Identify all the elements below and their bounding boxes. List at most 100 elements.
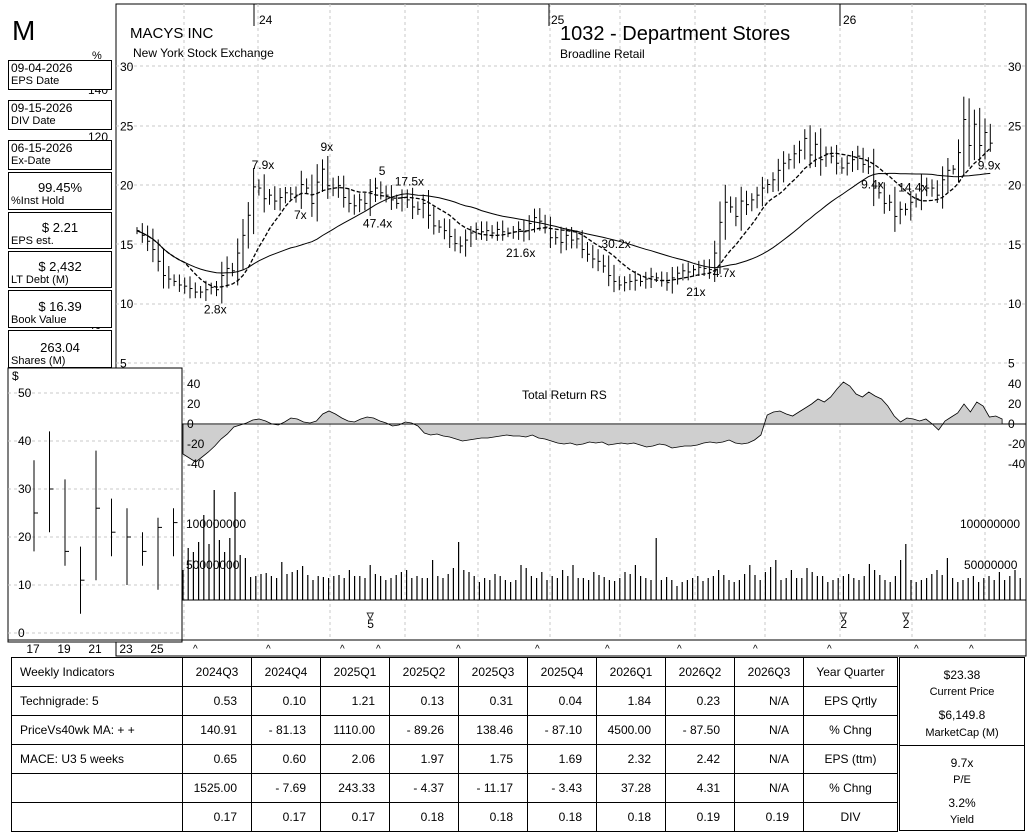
yield-label: Yield (949, 814, 975, 826)
table-cell: 0.18 (458, 802, 528, 832)
div-date-box: 09-15-2026 DIV Date (8, 100, 112, 130)
table-row: Technigrade: 5 0.53 0.10 1.21 0.13 0.31 … (11, 686, 898, 716)
price-tick-right: 25 (1008, 119, 1022, 133)
lt-debt-value: $ 2,432 (38, 259, 82, 274)
rs-tick-right: -20 (1008, 437, 1026, 451)
row-right-label: % Chng (803, 773, 898, 803)
inset-y-tick: 10 (18, 578, 32, 592)
pe-annotation: 7x (294, 208, 307, 222)
quarter-header: 2026Q1 (596, 657, 666, 687)
price-tick-left: 15 (120, 238, 134, 252)
table-cell: 2.42 (665, 744, 735, 774)
table-cell: 0.10 (251, 686, 321, 716)
quarter-header: 2026Q2 (665, 657, 735, 687)
table-cell: 0.18 (389, 802, 459, 832)
rs-tick-right: 40 (1008, 377, 1022, 391)
table-cell: 0.23 (665, 686, 735, 716)
quarter-header: 2024Q3 (182, 657, 252, 687)
lt-debt-label: LT Debt (M) (11, 274, 69, 286)
rs-tick-right: 0 (1008, 417, 1015, 431)
inst-hold-value: 99.45% (37, 180, 83, 195)
div-date-label: DIV Date (11, 115, 56, 127)
row-right-label: Year Quarter (803, 657, 898, 687)
quarter-header: 2025Q3 (458, 657, 528, 687)
table-cell: 0.17 (320, 802, 390, 832)
row-right-label: DIV (803, 802, 898, 832)
market-cap-label: MarketCap (M) (925, 727, 999, 739)
volume-tick-left: 50000000 (186, 558, 240, 572)
rs-tick-left: 40 (187, 377, 201, 391)
table-cell: 2.06 (320, 744, 390, 774)
table-cell: 0.13 (389, 686, 459, 716)
table-cell: 0.31 (458, 686, 528, 716)
summary-box: $23.38 Current Price $6,149.8 MarketCap … (899, 657, 1025, 831)
eps-date-value: 09-04-2026 (11, 61, 73, 75)
inset-x-tick: 23 (119, 642, 133, 656)
indicators-table: Weekly Indicators 2024Q3 2024Q4 2025Q1 2… (11, 657, 898, 832)
ex-date-value: 06-15-2026 (11, 141, 73, 155)
inset-axis-label: $ (12, 369, 19, 383)
table-cell: N/A (734, 715, 804, 745)
shares-box: 263.04 Shares (M) (8, 330, 112, 368)
table-row: Weekly Indicators 2024Q3 2024Q4 2025Q1 2… (11, 657, 898, 687)
ma-long-line (136, 172, 991, 274)
rs-area (182, 381, 1003, 463)
table-cell: 0.17 (182, 802, 252, 832)
table-cell: 1.75 (458, 744, 528, 774)
div-date-value: 09-15-2026 (11, 101, 73, 115)
summary-divider (900, 745, 1024, 746)
ticker-symbol: M (12, 15, 36, 46)
rs-tick-right: 20 (1008, 397, 1022, 411)
period-caret: ^ (753, 644, 758, 655)
pe-annotation: 9.9x (978, 159, 1001, 173)
table-cell: 138.46 (458, 715, 528, 745)
chart-frame (115, 3, 1027, 657)
price-tick-right: 15 (1008, 238, 1022, 252)
table-cell: 0.65 (182, 744, 252, 774)
year-label: 25 (551, 13, 565, 27)
inset-y-tick: 0 (18, 626, 25, 640)
table-cell: - 81.13 (251, 715, 321, 745)
pe-annotation: 14.4x (898, 180, 927, 194)
row-right-label: EPS (ttm) (803, 744, 898, 774)
table-cell: 4500.00 (596, 715, 666, 745)
volume-tick-right: 50000000 (964, 558, 1018, 572)
period-caret: ^ (456, 644, 461, 655)
period-caret: ^ (605, 644, 610, 655)
inset-y-tick: 50 (18, 386, 32, 400)
inset-x-tick: 25 (150, 642, 164, 656)
quarter-header: 2025Q2 (389, 657, 459, 687)
rs-tick-left: 20 (187, 397, 201, 411)
row-label: PriceVs40wk MA: + + (11, 715, 183, 745)
table-cell: 37.28 (596, 773, 666, 803)
split-marker-icon (366, 612, 375, 621)
inset-y-tick: 30 (18, 482, 32, 496)
table-cell: 0.17 (251, 802, 321, 832)
split-marker-icon (839, 612, 848, 621)
ex-date-label: Ex-Date (11, 155, 51, 167)
row-label (11, 773, 183, 803)
price-tick-left: 25 (120, 119, 134, 133)
table-cell: - 87.50 (665, 715, 735, 745)
split-marker-label: 2 (903, 617, 910, 631)
split-marker-label: 5 (367, 617, 374, 631)
table-cell: 0.19 (734, 802, 804, 832)
pe-annotation: 5 (379, 164, 386, 178)
period-caret: ^ (827, 644, 832, 655)
table-row: MACE: U3 5 weeks 0.65 0.60 2.06 1.97 1.7… (11, 744, 898, 774)
shares-value: 263.04 (40, 340, 80, 355)
exchange-name: New York Stock Exchange (133, 46, 274, 60)
rs-tick-left: -20 (187, 437, 205, 451)
table-cell: - 11.17 (458, 773, 528, 803)
table-cell: 0.18 (596, 802, 666, 832)
row-label (11, 802, 183, 832)
price-tick-right: 30 (1008, 60, 1022, 74)
table-cell: 1110.00 (320, 715, 390, 745)
price-tick-right: 10 (1008, 297, 1022, 311)
table-cell: 1.69 (527, 744, 597, 774)
company-name: MACYS INC (130, 25, 214, 42)
quarter-header: 2025Q1 (320, 657, 390, 687)
book-value-box: $ 16.39 Book Value (8, 290, 112, 328)
sector-name: Broadline Retail (560, 47, 645, 61)
period-caret: ^ (969, 644, 974, 655)
